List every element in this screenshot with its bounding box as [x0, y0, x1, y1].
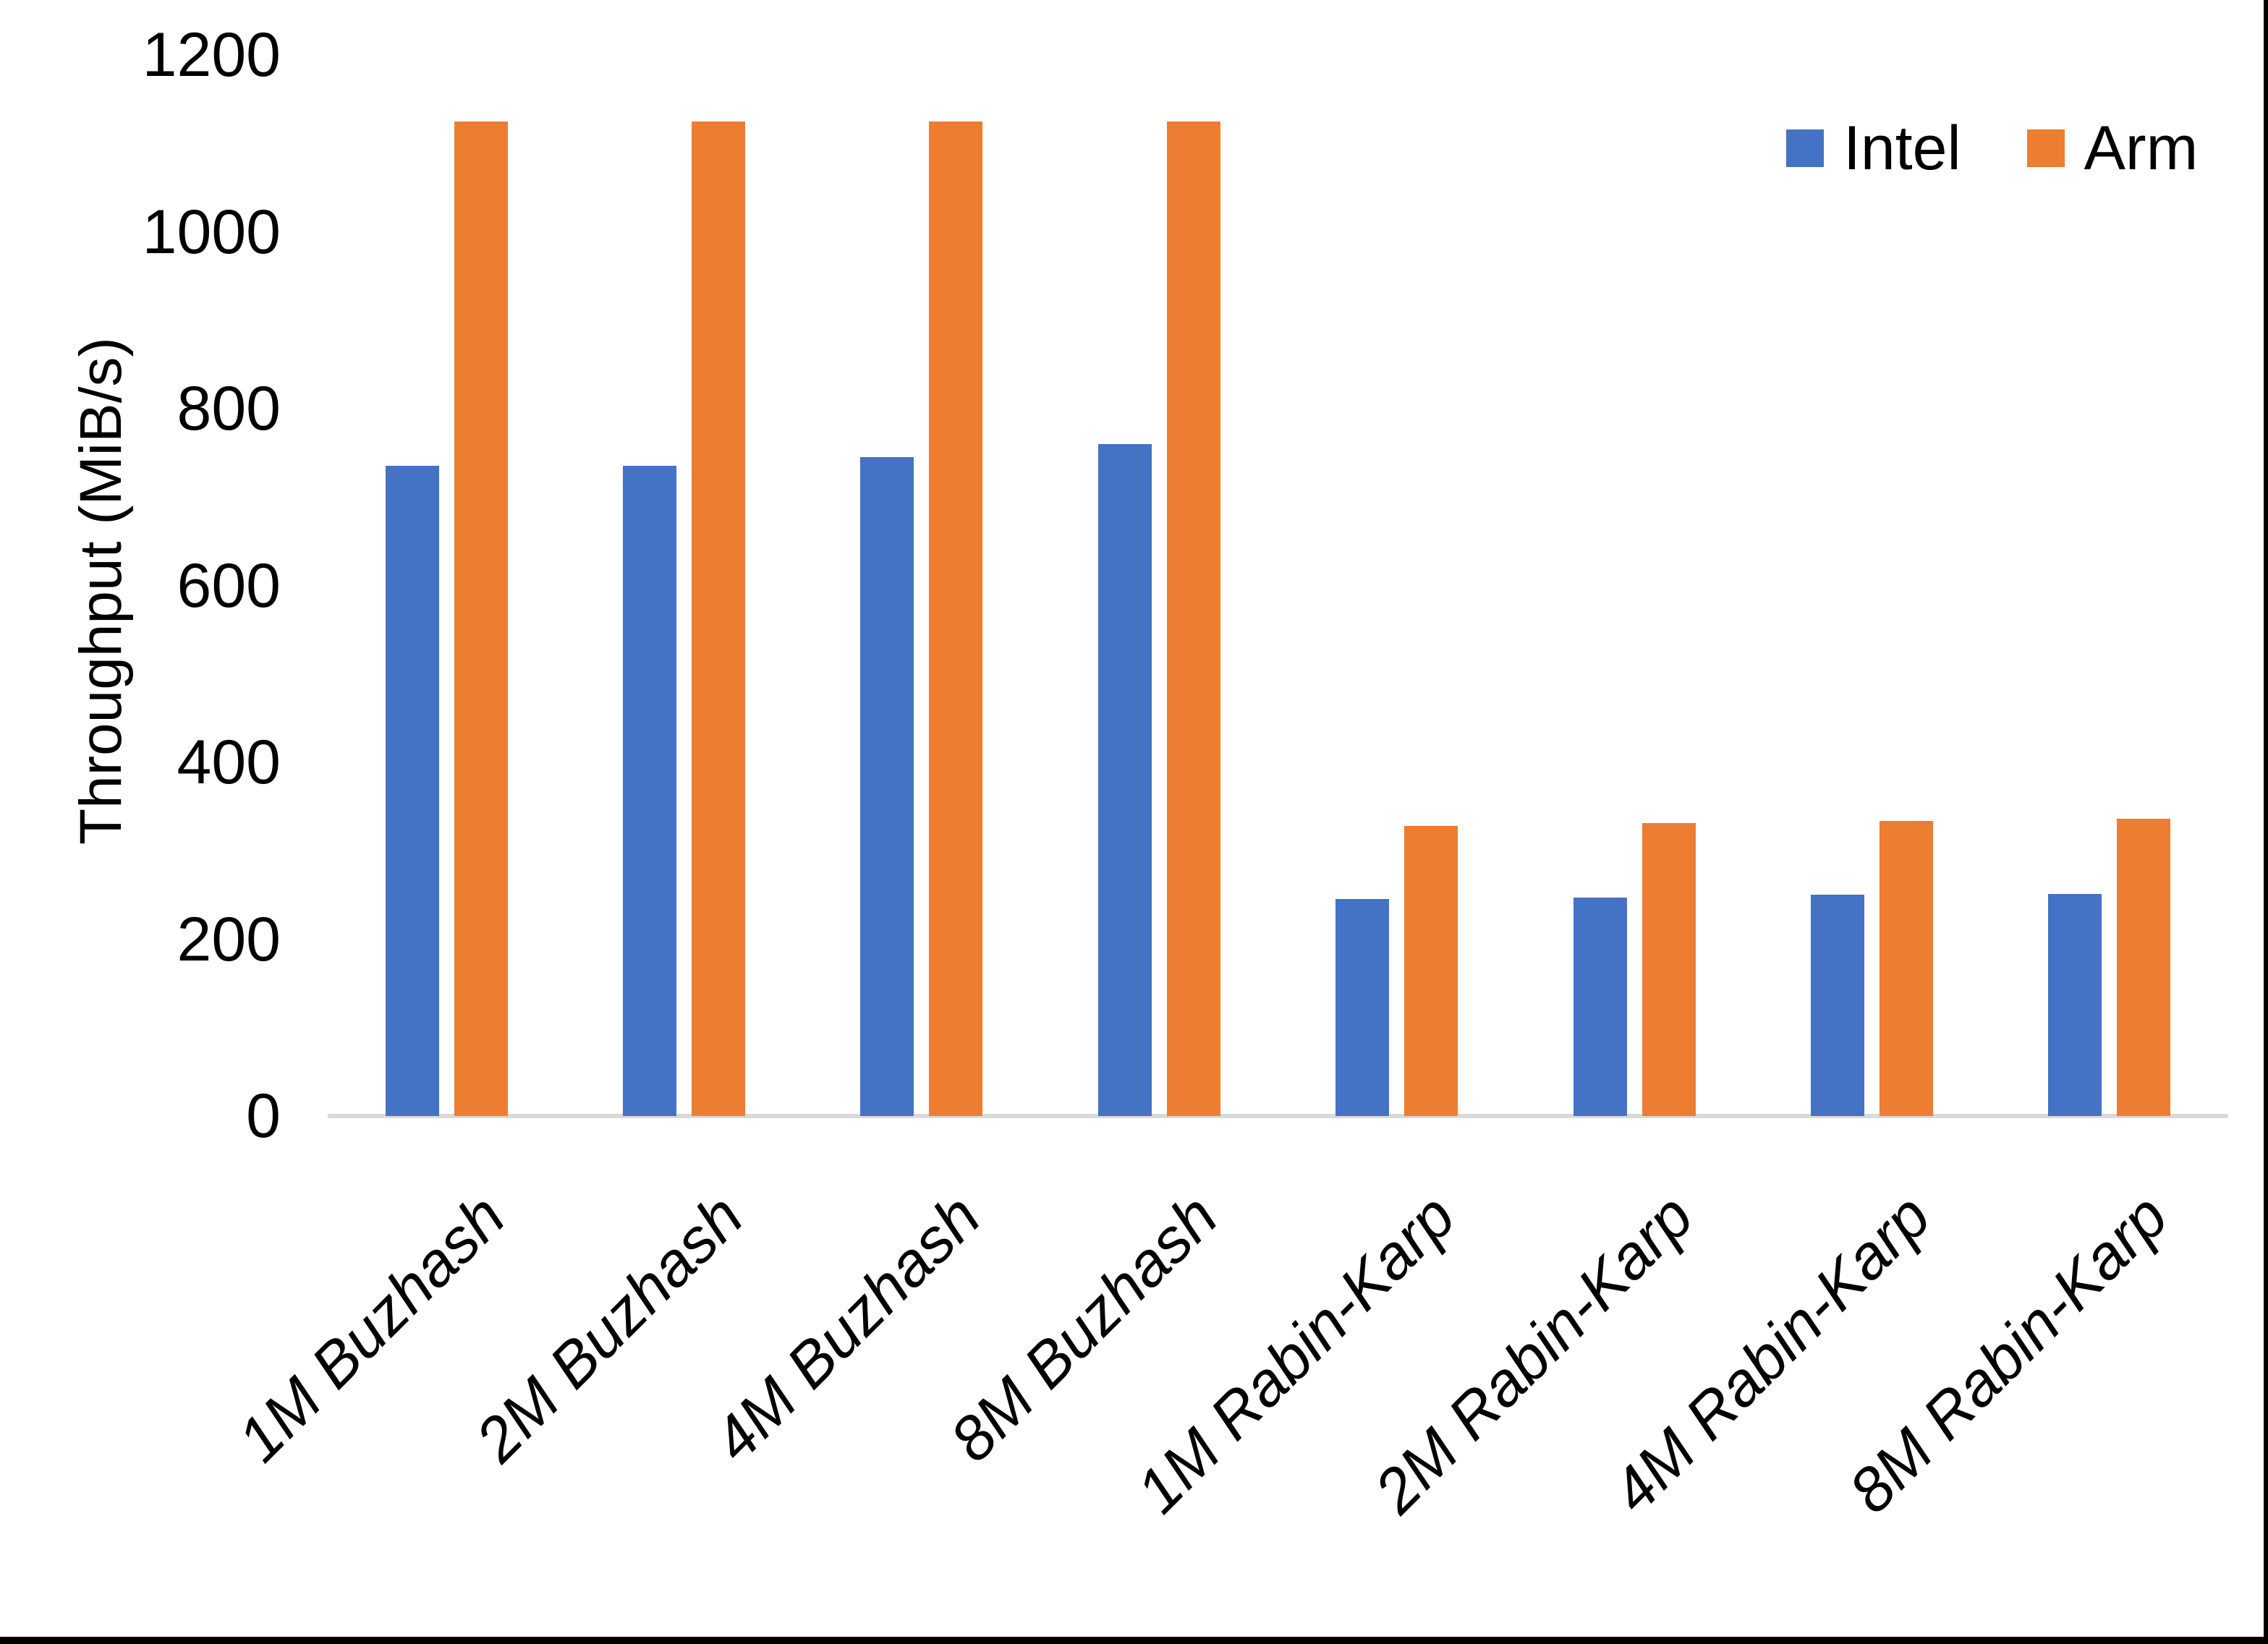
legend: Intel Arm	[1786, 110, 2198, 187]
bar-intel-2m-rabin-karp	[1573, 898, 1627, 1116]
bar-intel-1m-buzhash	[386, 466, 439, 1116]
bar-intel-8m-rabin-karp	[2048, 894, 2102, 1116]
bar-arm-1m-rabin-karp	[1404, 826, 1458, 1116]
x-axis-line	[328, 1114, 2228, 1118]
bar-arm-8m-rabin-karp	[2117, 819, 2170, 1116]
bar-intel-8m-buzhash	[1098, 444, 1152, 1116]
intel-swatch-icon	[1786, 129, 1824, 167]
bar-arm-4m-rabin-karp	[1880, 821, 1933, 1116]
y-tick-label-800: 800	[177, 374, 281, 443]
legend-label-intel: Intel	[1843, 114, 1961, 183]
y-tick-label-0: 0	[246, 1081, 281, 1151]
legend-item-arm: Arm	[2026, 112, 2199, 184]
bar-arm-2m-buzhash	[692, 122, 745, 1116]
y-tick-label-600: 600	[177, 551, 281, 621]
bar-arm-1m-buzhash	[454, 122, 508, 1116]
y-tick-label-1200: 1200	[142, 20, 281, 90]
y-tick-label-1000: 1000	[142, 197, 281, 267]
slide-bottom-border	[0, 1637, 2268, 1644]
bar-arm-4m-buzhash	[929, 122, 982, 1116]
legend-item-intel: Intel	[1786, 112, 1961, 184]
y-tick-label-400: 400	[177, 728, 281, 797]
bar-intel-4m-buzhash	[860, 457, 914, 1116]
bar-intel-4m-rabin-karp	[1811, 895, 1864, 1116]
arm-swatch-icon	[2026, 129, 2065, 167]
bar-arm-8m-buzhash	[1167, 122, 1220, 1116]
bar-arm-2m-rabin-karp	[1642, 823, 1696, 1116]
slide-right-border	[2264, 0, 2268, 1644]
bar-intel-2m-buzhash	[623, 466, 676, 1116]
legend-label-arm: Arm	[2084, 114, 2199, 183]
y-axis-title: Throughput (MiB/s)	[68, 337, 134, 845]
bar-intel-1m-rabin-karp	[1335, 899, 1389, 1116]
y-tick-label-200: 200	[177, 905, 281, 974]
